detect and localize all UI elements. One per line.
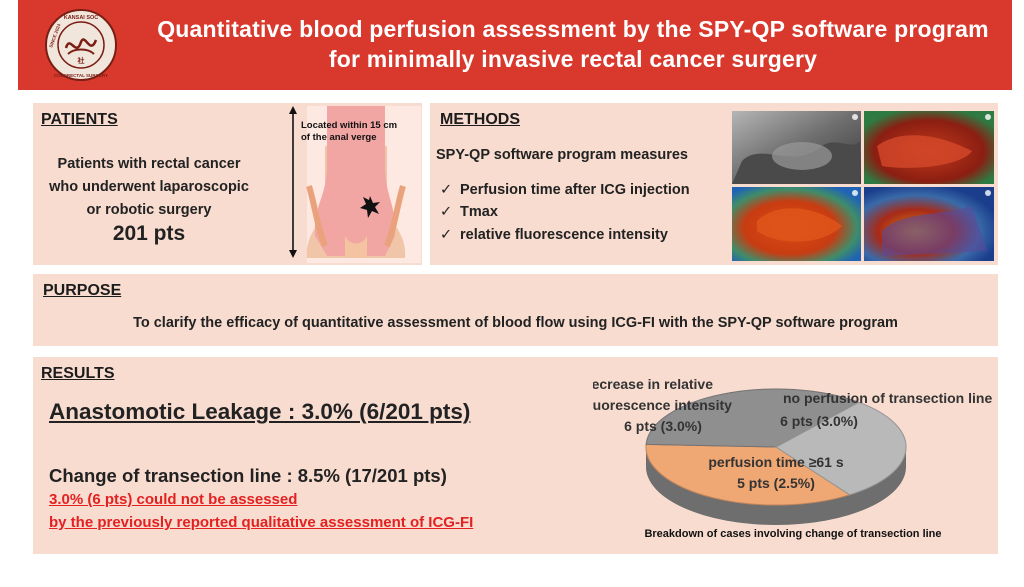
leakage-result: Anastomotic Leakage : 3.0% (6/201 pts)	[49, 399, 471, 424]
purpose-text: To clarify the efficacy of quantitative …	[133, 315, 898, 331]
methods-intro: SPY-QP software program measures	[436, 147, 688, 163]
methods-heading: METHODS	[440, 111, 520, 128]
pie-labels: decrease in relative fluorescence intens…	[593, 376, 992, 540]
header-banner: 社 KANSAI SOC SINCE 2024 COLORECTAL SURGE…	[18, 0, 1012, 90]
patients-line-2: who underwent laparoscopic	[49, 179, 249, 195]
slice-value-label: 5 pts (2.5%)	[737, 475, 815, 491]
illustration-label-line-1: Located within 15 cm	[301, 120, 397, 131]
assessment-note-line-1: 3.0% (6 pts) could not be assessed	[49, 491, 298, 508]
methods-item-label: Tmax	[460, 204, 498, 220]
pie-slice	[645, 388, 861, 448]
transection-change-result: Change of transection line : 8.5% (17/20…	[49, 465, 447, 486]
transection-change-pie-chart: decrease in relative fluorescence intens…	[593, 376, 992, 540]
fluorescence-image-grid-icon	[732, 111, 994, 261]
results-panel: RESULTS Anastomotic Leakage : 3.0% (6/20…	[33, 357, 998, 554]
patients-count: 201 pts	[112, 222, 186, 245]
society-seal-icon: 社 KANSAI SOC SINCE 2024 COLORECTAL SURGE…	[45, 9, 117, 81]
slice-label-line-1: no perfusion of transection line	[783, 390, 992, 406]
rectum-illustration-icon: Located within 15 cm of the anal verge	[289, 106, 421, 263]
patients-line-3: or robotic surgery	[86, 202, 212, 218]
slice-value-label: 6 pts (3.0%)	[780, 413, 858, 429]
check-icon: ✓	[440, 204, 453, 220]
pie-3d-base	[646, 447, 906, 525]
pie-slice	[775, 401, 907, 496]
pie-side-wall	[646, 447, 906, 525]
purpose-panel: PURPOSE To clarify the efficacy of quant…	[33, 274, 998, 346]
title-line-2: for minimally invasive rectal cancer sur…	[328, 46, 818, 72]
purpose-heading: PURPOSE	[43, 282, 122, 299]
slice-label-line-1: perfusion time ≥61 s	[708, 454, 843, 470]
title-line-1: Quantitative blood perfusion assessment …	[157, 16, 989, 42]
patients-description: Patients with rectal cancer who underwen…	[33, 153, 265, 222]
methods-panel: METHODS SPY-QP software program measures…	[430, 103, 998, 265]
slice-value-label: 6 pts (3.0%)	[624, 418, 702, 434]
logo-text-top: KANSAI SOC	[64, 15, 99, 21]
results-heading: RESULTS	[41, 365, 115, 382]
logo-text-bottom: COLORECTAL SURGERY	[54, 73, 108, 78]
slice-label-line-1: decrease in relative	[593, 376, 713, 392]
chart-title: Breakdown of cases involving change of t…	[644, 528, 941, 540]
pie-slice	[645, 443, 851, 506]
illustration-label-line-2: of the anal verge	[301, 132, 377, 143]
slice-label-line-2: fluorescence intensity	[593, 397, 732, 413]
check-icon: ✓	[440, 227, 453, 243]
svg-text:社: 社	[77, 56, 85, 65]
patients-panel: PATIENTS Patients with rectal cancer who…	[33, 103, 422, 265]
patients-line-1: Patients with rectal cancer	[57, 156, 241, 172]
page-title: Quantitative blood perfusion assessment …	[118, 14, 1024, 74]
check-icon: ✓	[440, 182, 453, 198]
patients-heading: PATIENTS	[41, 111, 118, 128]
assessment-note-line-2: by the previously reported qualitative a…	[49, 514, 474, 531]
methods-item-label: relative fluorescence intensity	[460, 227, 668, 243]
methods-item-label: Perfusion time after ICG injection	[460, 182, 690, 198]
